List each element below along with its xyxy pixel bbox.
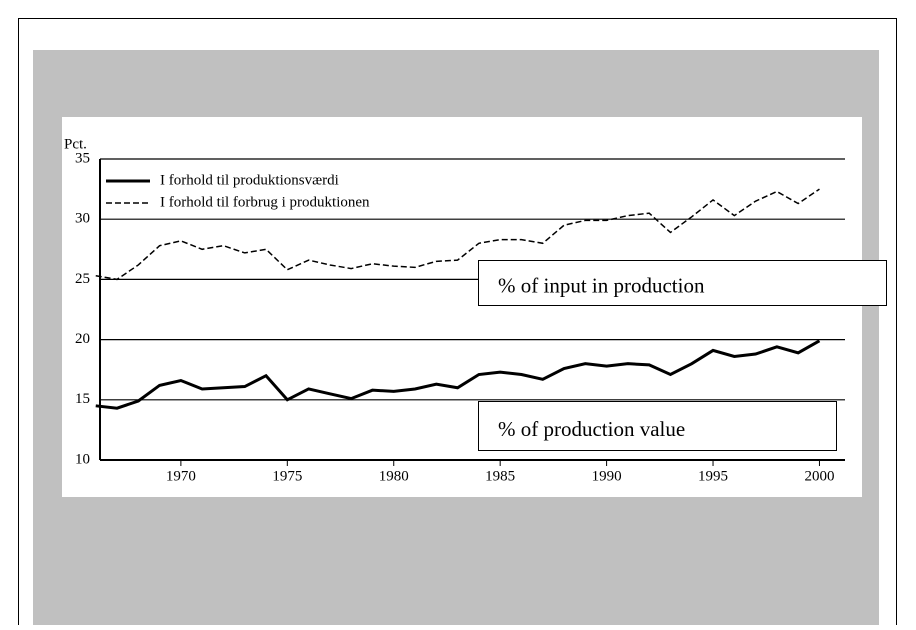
annotation: % of production value: [498, 417, 685, 441]
x-tick-label: 1985: [485, 468, 515, 484]
x-tick-label: 1970: [166, 468, 196, 484]
y-axis-label: Pct.: [64, 136, 87, 152]
x-tick-label: 2000: [804, 468, 834, 484]
annotation-box: [478, 260, 887, 306]
legend-label: I forhold til produktionsværdi: [160, 172, 339, 188]
legend-label: I forhold til forbrug i produktionen: [160, 194, 370, 210]
y-tick-label: 25: [75, 271, 90, 287]
series-line: [95, 188, 820, 281]
series-line: [95, 339, 821, 410]
y-tick-label: 20: [75, 331, 90, 347]
x-tick-label: 1990: [592, 468, 622, 484]
annotation-box: [478, 401, 837, 451]
x-tick-label: 1980: [379, 468, 409, 484]
y-tick-label: 15: [75, 391, 90, 407]
annotation: % of input in production: [498, 274, 705, 298]
x-tick-label: 1975: [272, 468, 302, 484]
y-tick-label: 10: [75, 451, 90, 467]
y-tick-label: 35: [75, 150, 90, 166]
x-tick-label: 1995: [698, 468, 728, 484]
y-tick-label: 30: [75, 211, 90, 227]
